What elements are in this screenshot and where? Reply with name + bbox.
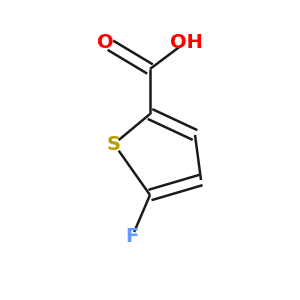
Text: S: S — [107, 134, 121, 154]
Text: O: O — [97, 32, 113, 52]
Text: F: F — [125, 227, 139, 247]
Text: OH: OH — [169, 32, 202, 52]
